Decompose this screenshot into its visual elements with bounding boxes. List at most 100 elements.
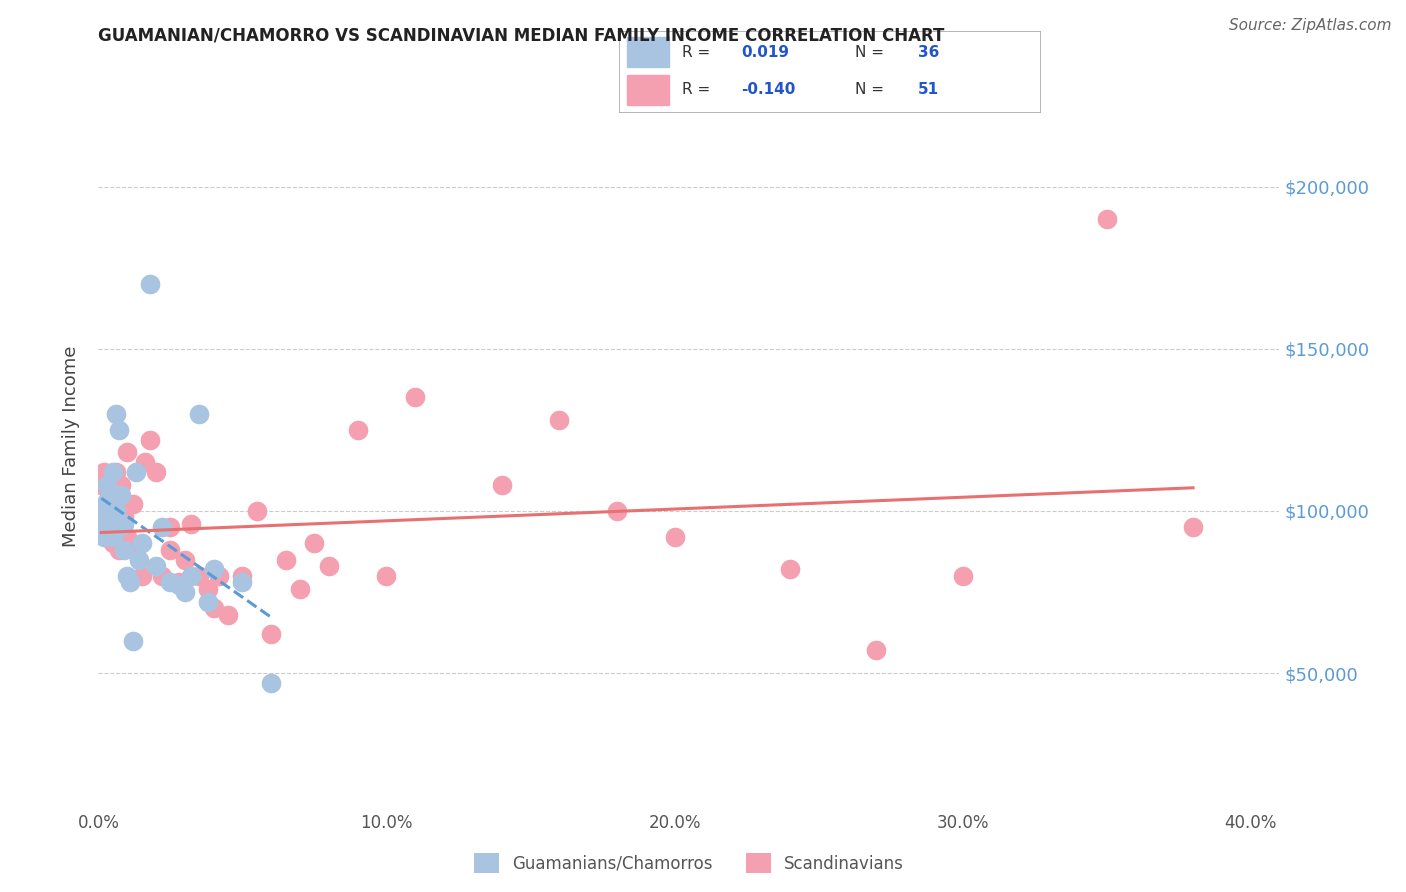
Point: [952, 568, 974, 582]
Point: [128, 552, 150, 566]
Point: [346, 423, 368, 437]
Point: [110, 478, 132, 492]
Point: [131, 536, 153, 550]
Point: [318, 559, 340, 574]
Point: [173, 552, 195, 566]
Point: [167, 575, 190, 590]
Point: [180, 568, 202, 582]
Point: [664, 530, 686, 544]
Point: [779, 562, 801, 576]
Point: [139, 277, 162, 291]
Text: R =: R =: [682, 45, 716, 60]
Point: [96, 520, 118, 534]
Point: [202, 601, 225, 615]
Point: [90, 510, 112, 524]
Point: [159, 520, 181, 534]
Point: [145, 559, 167, 574]
Point: [139, 433, 162, 447]
Point: [93, 504, 115, 518]
Point: [404, 390, 426, 404]
Point: [104, 514, 127, 528]
Point: [865, 643, 887, 657]
Point: [131, 568, 153, 582]
Point: [173, 585, 195, 599]
Point: [122, 633, 145, 648]
Point: [159, 542, 181, 557]
Point: [188, 568, 211, 582]
Point: [159, 575, 181, 590]
Point: [112, 516, 135, 531]
Point: [110, 488, 132, 502]
Point: [491, 478, 513, 492]
Point: [104, 504, 127, 518]
Point: [134, 455, 156, 469]
Point: [98, 497, 121, 511]
Point: [93, 465, 115, 479]
Point: [548, 413, 571, 427]
Text: Source: ZipAtlas.com: Source: ZipAtlas.com: [1229, 18, 1392, 33]
Text: 36: 36: [918, 45, 939, 60]
Point: [101, 465, 124, 479]
Point: [101, 536, 124, 550]
Point: [93, 530, 115, 544]
Point: [167, 578, 190, 592]
Point: [98, 514, 121, 528]
Point: [115, 530, 138, 544]
Point: [104, 407, 127, 421]
Point: [145, 465, 167, 479]
Point: [115, 568, 138, 582]
Text: N =: N =: [855, 45, 889, 60]
Point: [107, 423, 129, 437]
Point: [260, 675, 283, 690]
Point: [217, 607, 239, 622]
Point: [375, 568, 398, 582]
Point: [208, 568, 231, 582]
Point: [107, 542, 129, 557]
Point: [101, 488, 124, 502]
Point: [98, 488, 121, 502]
Point: [96, 478, 118, 492]
Bar: [627, 37, 669, 68]
Text: GUAMANIAN/CHAMORRO VS SCANDINAVIAN MEDIAN FAMILY INCOME CORRELATION CHART: GUAMANIAN/CHAMORRO VS SCANDINAVIAN MEDIA…: [98, 27, 945, 45]
Text: R =: R =: [682, 82, 716, 97]
Point: [125, 542, 148, 557]
Point: [1095, 211, 1118, 226]
Text: 0.019: 0.019: [741, 45, 789, 60]
Point: [104, 465, 127, 479]
Point: [101, 504, 124, 518]
Point: [107, 494, 129, 508]
Point: [107, 520, 129, 534]
Point: [112, 510, 135, 524]
Legend: Guamanians/Chamorros, Scandinavians: Guamanians/Chamorros, Scandinavians: [467, 847, 911, 880]
Y-axis label: Median Family Income: Median Family Income: [62, 345, 80, 547]
Point: [96, 520, 118, 534]
Point: [231, 568, 253, 582]
Point: [125, 465, 148, 479]
Point: [115, 445, 138, 459]
Point: [120, 575, 142, 590]
Point: [197, 595, 219, 609]
Point: [122, 497, 145, 511]
Point: [101, 530, 124, 544]
Point: [112, 542, 135, 557]
Point: [96, 494, 118, 508]
Point: [260, 627, 283, 641]
Bar: [627, 75, 669, 105]
Point: [110, 520, 132, 534]
Point: [231, 575, 253, 590]
Point: [150, 520, 173, 534]
Point: [202, 562, 225, 576]
Point: [1182, 520, 1205, 534]
Point: [606, 504, 628, 518]
Text: N =: N =: [855, 82, 889, 97]
Point: [180, 516, 202, 531]
Point: [288, 582, 311, 596]
Point: [304, 536, 326, 550]
Text: -0.140: -0.140: [741, 82, 796, 97]
Point: [90, 478, 112, 492]
Point: [246, 504, 269, 518]
Point: [274, 552, 297, 566]
Point: [197, 582, 219, 596]
Point: [188, 407, 211, 421]
Point: [150, 568, 173, 582]
